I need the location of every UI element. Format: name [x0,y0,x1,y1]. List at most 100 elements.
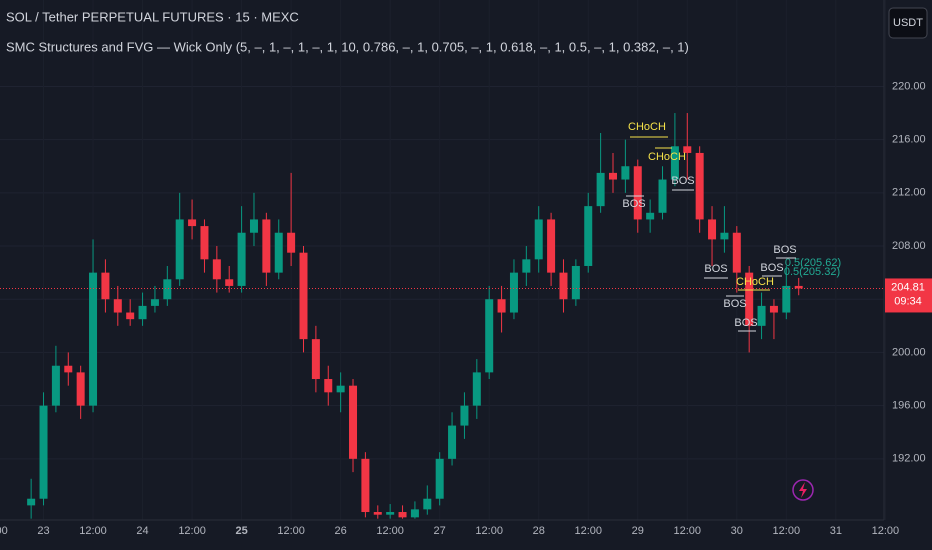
x-tick-label: 30 [731,525,743,537]
y-tick-label: 212.00 [892,187,926,199]
candle-body [349,385,358,459]
annotation: BOS [734,317,757,329]
candle-body [423,498,432,510]
candle-body [410,509,419,518]
candle-body [497,299,506,313]
candle-body [51,365,60,406]
y-tick-label: 216.00 [892,134,926,146]
candle-body [287,232,296,253]
candle-body [262,219,271,273]
x-tick-label: 25 [235,525,247,537]
chart-title: SOL / Tether PERPETUAL FUTURES · 15 · ME… [6,9,299,24]
candle-body [336,385,345,393]
x-tick-label: 27 [434,525,446,537]
annotation: BOS [773,244,796,256]
currency-button[interactable] [888,7,928,39]
candle-body [311,339,320,380]
candle-body [373,512,382,515]
candle-body [534,219,543,260]
candle-body [621,166,630,180]
x-tick-label: 12:00 [376,525,404,537]
annotation: BOS [704,263,727,275]
x-tick-label: 12:00 [574,525,602,537]
x-tick-label: 23 [37,525,49,537]
candle-body [732,232,741,273]
annotation: BOS [760,262,783,274]
x-tick-label: 12:00 [674,525,702,537]
candle-body [448,425,457,459]
currency-label[interactable]: USDT [893,17,923,29]
candle-body [150,299,159,306]
candle-body [274,232,283,273]
candle-body [435,458,444,499]
candle-body [658,179,667,213]
candle-body [386,512,395,515]
candle-body [361,458,370,513]
candle-body [76,372,85,406]
y-tick-label: 196.00 [892,400,926,412]
alert-bolt [799,482,807,498]
annotation: CHoCH [628,121,666,133]
candle-body [138,305,147,320]
x-tick-label: 12:00 [0,525,8,537]
candle-body [398,512,407,518]
candle-body [101,272,110,300]
x-tick-label: 26 [335,525,347,537]
candle-body [522,259,531,273]
annotation: BOS [671,175,694,187]
candle-body [609,172,617,180]
x-tick-label: 12:00 [79,525,107,537]
candle-body [683,146,692,153]
candle-body [299,252,308,340]
candle-body [509,272,518,313]
candle-body [708,219,717,240]
candle-body [695,152,704,220]
candle-body [794,285,803,289]
candle-body [547,219,556,273]
candle-body [39,405,48,499]
candle-body [559,272,568,300]
annotation: CHoCH [648,151,686,163]
candle-body [745,272,754,326]
last-price-tag [885,278,932,313]
candle-body [27,498,36,506]
candle-body [249,219,258,233]
annotation: BOS [622,198,645,210]
candle-body [113,299,122,313]
candle-body [188,219,197,227]
candle-body [782,285,791,313]
candle-body [720,232,729,240]
x-tick-label: 28 [533,525,545,537]
y-tick-label: 192.00 [892,453,926,465]
candle-body [472,372,481,406]
annotation: CHoCH [736,276,774,288]
candle-body [670,146,679,180]
y-tick-label: 220.00 [892,80,926,92]
candle-body [237,232,246,286]
candle-body [769,305,778,313]
candle-body [126,312,135,320]
candle-body [596,172,605,207]
y-tick-label: 208.00 [892,240,926,252]
candle-body [89,272,98,406]
candle-body [212,259,221,280]
candle-body [646,212,655,220]
annotation: 0.5(205.62) [785,257,841,269]
countdown-label: 09:34 [894,295,922,307]
annotation: 0.5(205.32) [784,266,840,278]
x-tick-label: 12:00 [773,525,801,537]
candle-body [485,299,494,373]
candle-body [584,206,593,266]
x-tick-label: 12:00 [475,525,503,537]
candle-body [757,305,766,326]
alert-icon[interactable] [792,479,814,501]
x-tick-label: 12:00 [178,525,206,537]
candle-body [225,279,234,286]
x-tick-label: 29 [632,525,644,537]
plot [0,85,884,519]
candle-body [200,226,209,260]
y-tick-label: 200.00 [892,346,926,358]
x-tick-label: 31 [830,525,842,537]
annotation: BOS [723,298,746,310]
